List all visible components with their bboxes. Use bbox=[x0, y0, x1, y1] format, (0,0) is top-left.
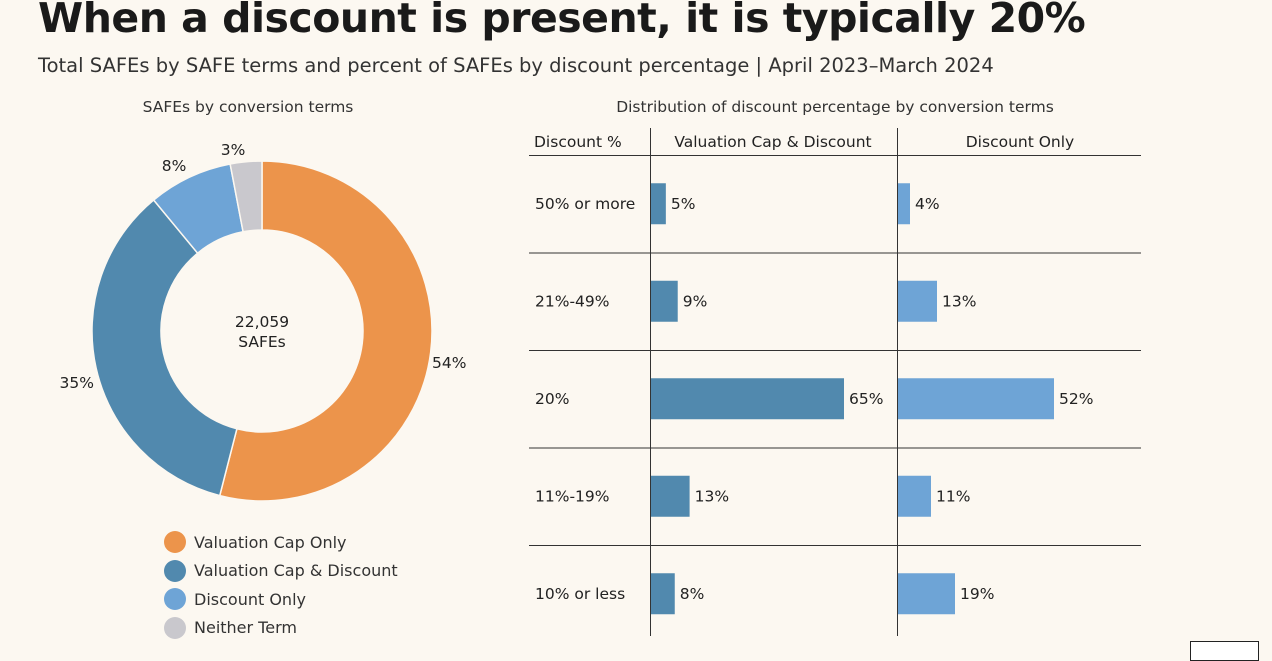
donut-title: SAFEs by conversion terms bbox=[143, 98, 354, 116]
bar-label-discount-only: 19% bbox=[960, 585, 994, 603]
bar-valuation-cap-discount bbox=[651, 378, 844, 420]
slice-label-valuation-cap-discount: 35% bbox=[60, 374, 94, 392]
bar-valuation-cap-discount bbox=[651, 183, 666, 225]
column-header-valuation-cap-discount: Valuation Cap & Discount bbox=[674, 133, 871, 151]
bar-label-valuation-cap-discount: 5% bbox=[671, 195, 696, 213]
slice-valuation-cap-only bbox=[218, 160, 433, 502]
row-label: 50% or more bbox=[535, 195, 635, 213]
legend-swatch bbox=[164, 559, 186, 582]
bar-label-discount-only: 11% bbox=[936, 487, 970, 505]
donut-center-value: 22,059 bbox=[235, 313, 289, 331]
bar-discount-only bbox=[898, 280, 937, 322]
legend-label: Discount Only bbox=[194, 589, 306, 609]
bar-discount-only bbox=[898, 378, 1054, 420]
bar-label-discount-only: 52% bbox=[1059, 390, 1093, 408]
legend-label: Valuation Cap Only bbox=[194, 532, 347, 552]
slice-label-neither-term: 3% bbox=[221, 141, 246, 159]
slice-neither-term bbox=[229, 160, 263, 233]
bar-valuation-cap-discount bbox=[651, 280, 678, 322]
bar-valuation-cap-discount bbox=[651, 475, 690, 517]
legend-swatch bbox=[164, 588, 186, 611]
slice-label-discount-only: 8% bbox=[162, 157, 187, 175]
bar-label-discount-only: 13% bbox=[942, 292, 976, 310]
legend-item-valuation-cap-only: Valuation Cap Only bbox=[164, 528, 398, 557]
column-header-discount-only: Discount Only bbox=[966, 133, 1074, 151]
bar-discount-only bbox=[898, 573, 955, 615]
row-label: 20% bbox=[535, 390, 569, 408]
chart-title: When a discount is present, it is typica… bbox=[38, 0, 1086, 42]
donut-center-label: SAFEs bbox=[238, 333, 286, 351]
slice-label-valuation-cap-only: 54% bbox=[432, 354, 466, 372]
legend-item-valuation-cap-discount: Valuation Cap & Discount bbox=[164, 557, 398, 586]
bar-label-valuation-cap-discount: 65% bbox=[849, 390, 883, 408]
bar-label-valuation-cap-discount: 13% bbox=[695, 487, 729, 505]
legend-label: Neither Term bbox=[194, 618, 297, 638]
bar-label-valuation-cap-discount: 9% bbox=[683, 292, 708, 310]
row-header: Discount % bbox=[534, 133, 622, 151]
corner-box bbox=[1190, 641, 1259, 661]
bar-label-discount-only: 4% bbox=[915, 195, 940, 213]
bar-discount-only bbox=[898, 475, 931, 517]
row-label: 10% or less bbox=[535, 585, 625, 603]
bar-chart-title: Distribution of discount percentage by c… bbox=[616, 98, 1054, 116]
bar-label-valuation-cap-discount: 8% bbox=[680, 585, 705, 603]
chart-subtitle: Total SAFEs by SAFE terms and percent of… bbox=[38, 54, 994, 77]
legend-swatch bbox=[164, 531, 186, 554]
bar-discount-only bbox=[898, 183, 910, 225]
legend-label: Valuation Cap & Discount bbox=[194, 561, 398, 581]
slice-valuation-cap-discount bbox=[91, 198, 238, 497]
legend-item-neither-term: Neither Term bbox=[164, 614, 398, 643]
legend-item-discount-only: Discount Only bbox=[164, 585, 398, 614]
bar-valuation-cap-discount bbox=[651, 573, 675, 615]
donut-legend: Valuation Cap Only Valuation Cap & Discou… bbox=[164, 528, 398, 642]
row-label: 11%-19% bbox=[535, 487, 610, 505]
row-label: 21%-49% bbox=[535, 292, 610, 310]
legend-swatch bbox=[164, 616, 186, 639]
